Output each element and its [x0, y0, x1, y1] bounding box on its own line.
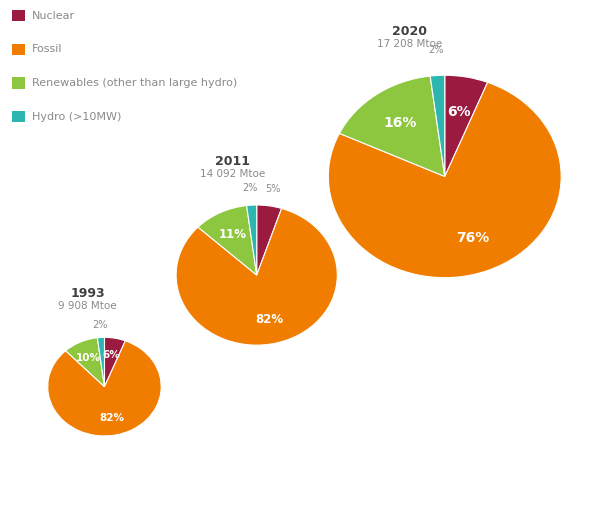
- Bar: [12, 10, 25, 21]
- Text: Nuclear: Nuclear: [32, 10, 75, 21]
- Wedge shape: [198, 206, 257, 275]
- Text: 2%: 2%: [243, 183, 258, 193]
- Wedge shape: [176, 209, 337, 345]
- Text: 82%: 82%: [256, 312, 284, 326]
- Text: 2020: 2020: [392, 25, 427, 38]
- Text: Hydro (>10MW): Hydro (>10MW): [32, 112, 122, 122]
- Text: 76%: 76%: [456, 230, 490, 244]
- Text: 2%: 2%: [428, 45, 444, 55]
- Text: 17 208 Mtoe: 17 208 Mtoe: [377, 39, 442, 49]
- Text: 5%: 5%: [265, 184, 280, 194]
- Bar: [12, 44, 25, 55]
- Text: Renewables (other than large hydro): Renewables (other than large hydro): [32, 78, 238, 88]
- Text: 6%: 6%: [103, 350, 120, 360]
- Text: 14 092 Mtoe: 14 092 Mtoe: [200, 169, 265, 179]
- Bar: [12, 111, 25, 122]
- Wedge shape: [104, 337, 125, 387]
- Wedge shape: [257, 205, 282, 275]
- Wedge shape: [328, 83, 561, 278]
- Wedge shape: [48, 341, 161, 436]
- Text: 82%: 82%: [99, 413, 124, 423]
- Text: 2%: 2%: [93, 320, 107, 330]
- Wedge shape: [247, 205, 257, 275]
- Wedge shape: [97, 337, 104, 387]
- Wedge shape: [430, 75, 445, 176]
- Wedge shape: [445, 75, 488, 176]
- Text: Fossil: Fossil: [32, 44, 63, 54]
- Text: 1993: 1993: [70, 287, 104, 300]
- Bar: [12, 77, 25, 89]
- Text: 10%: 10%: [76, 352, 101, 363]
- Wedge shape: [340, 76, 445, 176]
- Wedge shape: [66, 338, 104, 387]
- Text: 9 908 Mtoe: 9 908 Mtoe: [58, 302, 117, 311]
- Text: 2011: 2011: [215, 155, 250, 168]
- Text: 6%: 6%: [447, 105, 471, 119]
- Text: 16%: 16%: [384, 116, 417, 130]
- Text: 11%: 11%: [219, 228, 247, 241]
